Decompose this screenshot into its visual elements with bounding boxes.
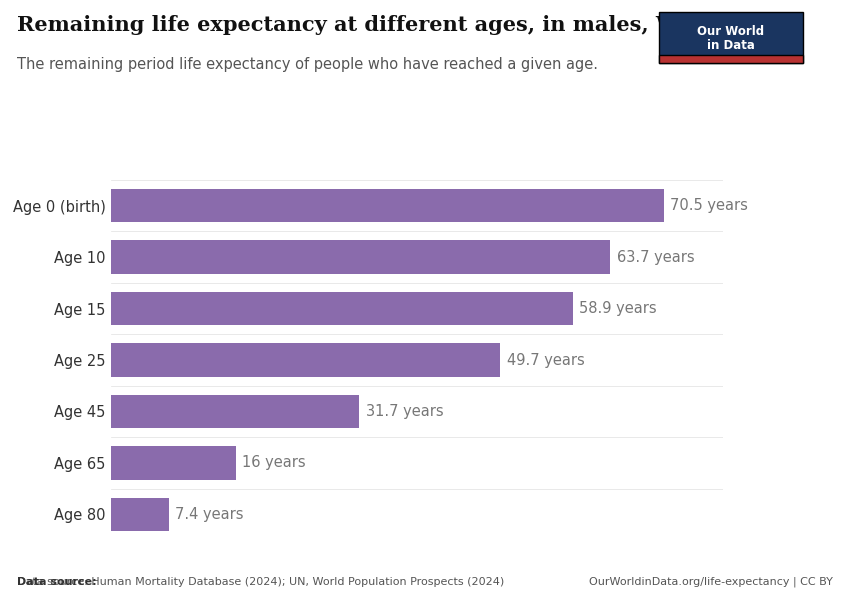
- Text: 31.7 years: 31.7 years: [366, 404, 443, 419]
- Text: in Data: in Data: [707, 38, 755, 52]
- Text: 70.5 years: 70.5 years: [670, 198, 748, 213]
- Bar: [110, 497, 168, 531]
- Bar: [110, 292, 573, 325]
- Text: Our World: Our World: [698, 25, 764, 38]
- Text: Data source: Human Mortality Database (2024); UN, World Population Prospects (20: Data source: Human Mortality Database (2…: [17, 577, 504, 587]
- Bar: [110, 189, 664, 223]
- Text: 63.7 years: 63.7 years: [616, 250, 694, 265]
- Text: The remaining period life expectancy of people who have reached a given age.: The remaining period life expectancy of …: [17, 57, 598, 72]
- Text: Data source:: Data source:: [17, 577, 97, 587]
- Bar: [110, 446, 236, 479]
- Text: OurWorldinData.org/life-expectancy | CC BY: OurWorldinData.org/life-expectancy | CC …: [589, 576, 833, 587]
- Text: 16 years: 16 years: [242, 455, 306, 470]
- Text: 7.4 years: 7.4 years: [175, 507, 243, 522]
- Text: 49.7 years: 49.7 years: [507, 352, 585, 367]
- Bar: [110, 395, 360, 428]
- Text: Remaining life expectancy at different ages, in males, World, 2023: Remaining life expectancy at different a…: [17, 15, 798, 35]
- Bar: [110, 343, 501, 377]
- Text: 58.9 years: 58.9 years: [579, 301, 656, 316]
- Bar: [110, 241, 610, 274]
